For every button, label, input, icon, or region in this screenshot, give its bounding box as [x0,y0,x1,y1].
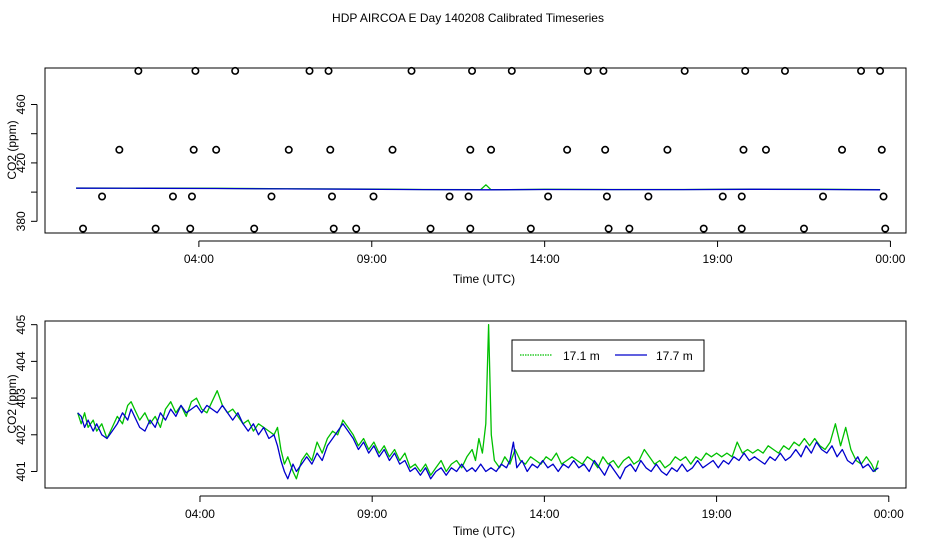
data-point [780,66,789,75]
data-point [602,192,611,201]
data-point [98,192,107,201]
y-tick-label: 403 [14,388,28,408]
legend-label-17-7m: 17.7 m [656,349,693,363]
data-point [445,192,454,201]
data-point [507,66,516,75]
data-point [737,224,746,233]
bottom-panel: 04:00 09:00 14:00 19:00 00:00 401 402 403 404 405… [5,314,907,538]
data-point [604,224,613,233]
data-point [388,145,397,154]
data-point [191,66,200,75]
data-point [819,192,828,201]
bottom-x-axis-label: Time (UTC) [453,524,515,538]
data-point [250,224,259,233]
data-point [761,145,770,154]
data-point [189,145,198,154]
bottom-series-layer [77,324,880,480]
series-line-17-1-m [77,324,880,480]
data-point [407,66,416,75]
x-tick-label: 09:00 [357,252,387,266]
data-point [267,192,276,201]
data-point [699,224,708,233]
top-y-axis-label: CO2 (ppm) [5,120,19,179]
data-point [168,192,177,201]
data-point [601,145,610,154]
bottom-axes-layer: 04:00 09:00 14:00 19:00 00:00 401 402 403 404 405 [14,314,904,521]
y-tick-label: 460 [14,94,28,114]
data-point [857,66,866,75]
data-point [739,145,748,154]
data-point [79,224,88,233]
data-point [876,66,885,75]
y-tick-label: 405 [14,314,28,334]
x-tick-label: 19:00 [702,507,732,521]
y-tick-label: 401 [14,461,28,481]
data-point [134,66,143,75]
data-point [680,66,689,75]
x-tick-label: 00:00 [875,252,905,266]
data-point [212,145,221,154]
data-point [468,66,477,75]
data-point [625,224,634,233]
top-points-layer [79,66,890,233]
y-tick-label: 404 [14,351,28,371]
data-point [544,192,553,201]
top-axes-layer: 04:00 09:00 14:00 19:00 00:00 380 420 460 [14,94,906,266]
x-tick-label: 14:00 [529,507,559,521]
data-point [115,145,124,154]
data-point [881,224,890,233]
series-line-17-7-m [77,404,879,480]
data-point [305,66,314,75]
x-tick-label: 09:00 [357,507,387,521]
series-line-blue [76,187,881,191]
data-point [599,66,608,75]
bottom-plot-frame [44,320,907,489]
data-point [327,192,336,201]
x-tick-label: 04:00 [185,507,215,521]
data-point [799,224,808,233]
data-point [369,192,378,201]
data-point [231,66,240,75]
legend-label-17-1m: 17.1 m [563,349,600,363]
x-tick-label: 14:00 [530,252,560,266]
data-point [563,145,572,154]
data-point [352,224,361,233]
data-point [426,224,435,233]
data-point [741,66,750,75]
legend: 17.1 m 17.7 m [511,339,705,372]
data-point [838,145,847,154]
data-point [466,145,475,154]
data-point [329,224,338,233]
data-point [324,66,333,75]
data-point [464,192,473,201]
top-panel: 04:00 09:00 14:00 19:00 00:00 380 420 460 Time … [5,66,907,286]
data-point [326,145,335,154]
bottom-y-axis-label: CO2 (ppm) [5,374,19,433]
data-point [487,145,496,154]
data-point [877,145,886,154]
data-point [526,224,535,233]
data-point [644,192,653,201]
data-point [879,192,888,201]
data-point [718,192,727,201]
y-tick-label: 380 [14,211,28,231]
top-series-layer [76,184,881,191]
x-tick-label: 19:00 [703,252,733,266]
data-point [663,145,672,154]
x-tick-label: 04:00 [184,252,214,266]
data-point [186,224,195,233]
top-plot-frame [44,67,907,234]
data-point [151,224,160,233]
data-point [187,192,196,201]
top-x-axis-label: Time (UTC) [453,272,515,286]
data-point [737,192,746,201]
figure-title: HDP AIRCOA E Day 140208 Calibrated Times… [332,11,604,25]
x-tick-label: 00:00 [874,507,904,521]
data-point [284,145,293,154]
data-point [466,224,475,233]
data-point [583,66,592,75]
y-tick-label: 402 [14,424,28,444]
y-tick-label: 420 [14,153,28,173]
